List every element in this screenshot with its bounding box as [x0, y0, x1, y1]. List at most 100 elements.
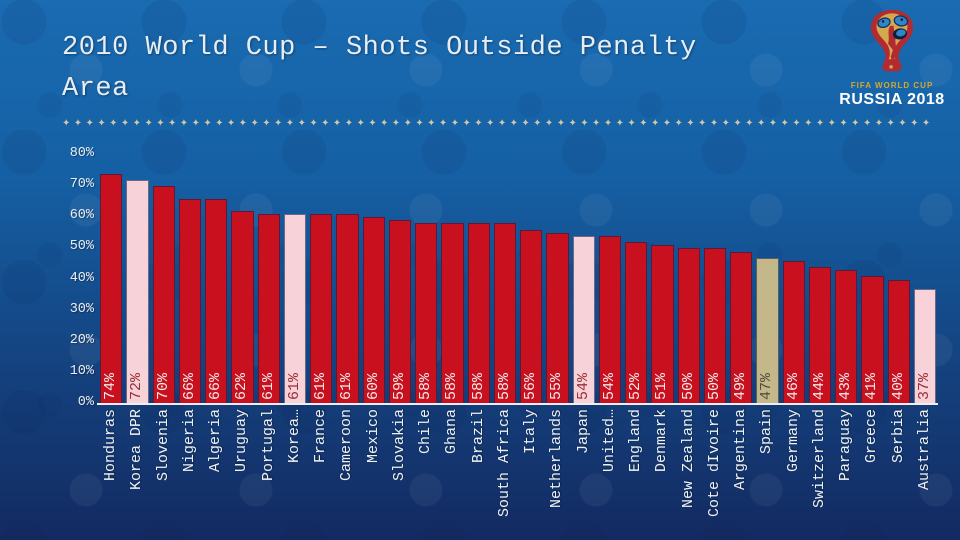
bar-value-label: 61%	[338, 372, 356, 400]
bar-slovakia: 59%	[388, 220, 411, 404]
y-tick-label: 10%	[69, 363, 94, 379]
bar-paraguay: 43%	[835, 270, 858, 404]
bar-value-label: 43%	[837, 372, 855, 400]
bar-value-label: 54%	[600, 372, 618, 400]
y-tick-label: 60%	[69, 208, 94, 224]
bar-italy: 56%	[520, 229, 543, 404]
category-label-south-africa: South Africa	[495, 409, 513, 518]
bar-value-label: 66%	[207, 372, 225, 400]
bar-value-label: 66%	[180, 372, 198, 400]
bar-value-label: 74%	[102, 372, 120, 400]
category-label-switzerland: Switzerland	[810, 409, 828, 509]
category-label-uruguay: Uruguay	[233, 409, 251, 473]
bar-value-label: 44%	[810, 372, 828, 400]
bar-value-label: 49%	[732, 372, 750, 400]
bar-denmark: 51%	[651, 245, 674, 404]
bar-cameroon: 61%	[336, 214, 359, 404]
bar-mexico: 60%	[362, 217, 385, 404]
category-label-honduras: Honduras	[102, 409, 119, 482]
category-label-netherlands: Netherlands	[548, 409, 566, 509]
bar-value-label: 61%	[312, 372, 330, 400]
bar-uruguay: 62%	[231, 211, 254, 404]
bar-value-label: 50%	[705, 372, 723, 400]
bar-value-label: 56%	[522, 372, 540, 400]
bar-value-label: 50%	[679, 372, 697, 400]
bar-slovenia: 70%	[152, 186, 175, 404]
category-label-slovenia: Slovenia	[154, 409, 172, 482]
bar-brazil: 58%	[467, 223, 490, 404]
category-label-nigeria: Nigeria	[180, 409, 198, 473]
bar-south-africa: 58%	[493, 223, 516, 404]
category-label-france: France	[312, 409, 329, 464]
fifa-world-cup-logo: FIFA WORLD CUP RUSSIA 2018	[834, 8, 950, 109]
category-label-slovakia: Slovakia	[390, 409, 408, 482]
bar-value-label: 59%	[390, 372, 408, 400]
y-tick-label: 50%	[69, 239, 94, 255]
bar-new-zealand: 50%	[677, 248, 700, 404]
y-tick-label: 40%	[69, 270, 94, 286]
bar-greece: 41%	[861, 276, 884, 404]
bar-algeria: 66%	[205, 198, 228, 404]
y-tick-label: 80%	[69, 146, 94, 161]
bar-switzerland: 44%	[808, 267, 831, 404]
bar-value-label: 58%	[443, 372, 461, 400]
bar-korea: 61%	[283, 214, 306, 404]
logo-caption-russia-2018: RUSSIA 2018	[839, 91, 945, 108]
category-label-spain: Spain	[758, 409, 776, 455]
bar-france: 61%	[310, 214, 333, 404]
bar-value-label: 52%	[627, 372, 645, 400]
bar-value-label: 60%	[364, 372, 382, 400]
bar-korea-dpr: 72%	[126, 179, 149, 404]
category-label-korea-dpr: Korea DPR	[128, 409, 146, 491]
category-label-denmark: Denmark	[653, 409, 671, 473]
category-label-brazil: Brazil	[469, 409, 487, 464]
title-divider: ✦✦✦✦✦✦✦✦✦✦✦✦✦✦✦✦✦✦✦✦✦✦✦✦✦✦✦✦✦✦✦✦✦✦✦✦✦✦✦✦…	[62, 118, 935, 129]
bar-serbia: 40%	[887, 279, 910, 404]
bar-england: 52%	[625, 242, 648, 404]
bar-chile: 58%	[415, 223, 438, 404]
bar-value-label: 40%	[889, 372, 907, 400]
bar-united: 54%	[598, 235, 621, 404]
category-label-portugal: Portugal	[259, 409, 277, 482]
bar-germany: 46%	[782, 260, 805, 404]
y-tick-label: 0%	[77, 395, 94, 410]
bar-netherlands: 55%	[546, 232, 569, 404]
bar-argentina: 49%	[730, 251, 753, 404]
category-label-paraguay: Paraguay	[837, 409, 854, 482]
y-tick-label: 30%	[69, 301, 94, 317]
category-label-chile: Chile	[417, 409, 434, 455]
bar-series: 74% 72% 70% 66% 66% 62% 61% 61% 61% 61% 60% 59% 58% 5…	[100, 155, 936, 404]
category-label-korea: Korea…	[285, 409, 303, 464]
category-label-ghana: Ghana	[443, 409, 461, 455]
bar-ghana: 58%	[441, 223, 464, 404]
category-label-germany: Germany	[784, 409, 802, 473]
category-label-serbia: Serbia	[889, 409, 907, 464]
category-label-united: United…	[600, 409, 618, 473]
y-axis-tick-labels: 0% 10% 20% 30% 40% 50% 60% 70% 80%	[40, 0, 94, 540]
y-tick-label: 70%	[69, 177, 94, 193]
bar-value-label: 58%	[417, 372, 435, 400]
page-title: 2010 World Cup – Shots Outside Penalty A…	[62, 33, 697, 104]
bar-value-label: 54%	[574, 372, 592, 400]
bar-value-label: 72%	[128, 372, 146, 400]
bar-japan: 54%	[572, 235, 595, 404]
bar-value-label: 61%	[285, 372, 303, 400]
world-cup-trophy-icon	[870, 9, 914, 72]
category-label-cameroon: Cameroon	[338, 409, 356, 482]
bar-value-label: 37%	[915, 372, 933, 400]
bar-value-label: 58%	[469, 372, 487, 400]
category-label-australia: Australia	[915, 409, 933, 491]
bar-value-label: 58%	[495, 372, 513, 400]
x-axis-line	[97, 403, 938, 405]
bar-value-label: 46%	[784, 372, 802, 400]
bar-spain: 47%	[756, 257, 779, 404]
bar-australia: 37%	[913, 288, 936, 404]
bar-value-label: 62%	[233, 372, 251, 400]
category-label-italy: Italy	[522, 409, 539, 455]
category-label-algeria: Algeria	[207, 409, 224, 473]
category-label-cote-divoire: Cote dIvoire	[705, 409, 723, 518]
bar-value-label: 55%	[548, 372, 566, 400]
bar-portugal: 61%	[257, 214, 280, 404]
bar-nigeria: 66%	[178, 198, 201, 404]
